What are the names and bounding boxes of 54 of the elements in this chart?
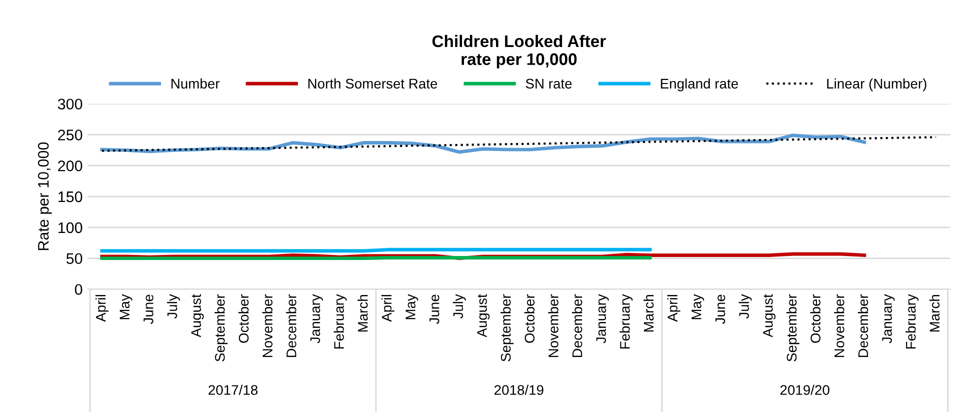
line-series (100, 136, 937, 152)
x-tick-label: October (524, 294, 535, 343)
y-tick-label: 300 (58, 98, 82, 110)
x-tick-label: January (882, 294, 895, 344)
x-tick-label: February (620, 294, 633, 349)
x-tick-label: December (572, 294, 582, 358)
x-tick-label: August (763, 294, 776, 338)
legend-label: England rate (660, 78, 738, 92)
text: 2017/18 (208, 384, 258, 395)
x-tick-label: November (548, 294, 558, 358)
x-tick-label: September (214, 294, 228, 362)
legend-label: North Somerset Rate (308, 78, 438, 89)
x-tick-label: January (310, 294, 323, 344)
x-tick-label: March (643, 294, 654, 332)
x-tick-label: October (810, 294, 820, 343)
x-tick-label: December (286, 294, 296, 358)
x-tick-label: February (334, 294, 347, 349)
text: 2019/20 (780, 384, 830, 395)
x-tick-label: August (477, 294, 490, 338)
legend-label: Number (172, 78, 220, 89)
x-tick-label: June (715, 294, 726, 324)
x-tick-label: July (738, 294, 752, 319)
x-tick-label: May (692, 294, 704, 320)
y-tick-label: 100 (58, 222, 82, 234)
x-tick-label: January (596, 294, 609, 344)
x-tick-label: November (262, 294, 272, 358)
x-tick-label: June (430, 294, 440, 324)
legend-label: Linear (Number) (827, 78, 926, 92)
x-tick-label: March (358, 294, 368, 332)
x-tick-label: December (858, 294, 868, 358)
y-tick-label: 250 (58, 130, 82, 140)
x-tick-label: April (96, 295, 108, 322)
chart-title: Children Looked After rate per 10,000 (432, 34, 606, 68)
legend-label: SN rate (526, 78, 572, 89)
x-tick-label: August (191, 294, 204, 338)
x-tick-label: July (452, 294, 466, 319)
x-tick-label: October (238, 294, 249, 343)
x-tick-label: March (929, 294, 940, 332)
x-tick-label: April (667, 295, 680, 322)
y-tick-label: 50 (66, 253, 82, 264)
text: 2018/19 (494, 384, 544, 395)
x-tick-label: April (381, 295, 394, 322)
x-tick-label: June (144, 294, 154, 324)
x-tick-label: September (786, 294, 800, 362)
x-tick-label: May (120, 294, 132, 320)
y-tick-label: 150 (58, 191, 82, 202)
x-tick-label: November (834, 294, 844, 358)
y-tick-label: 200 (58, 160, 82, 172)
y-tick-label: 0 (74, 284, 82, 295)
x-tick-label: September (500, 294, 514, 362)
y-axis-title: Rate per 10,000 (38, 142, 52, 250)
x-tick-label: May (406, 294, 418, 320)
x-tick-label: February (906, 294, 918, 349)
x-tick-label: July (166, 294, 180, 319)
